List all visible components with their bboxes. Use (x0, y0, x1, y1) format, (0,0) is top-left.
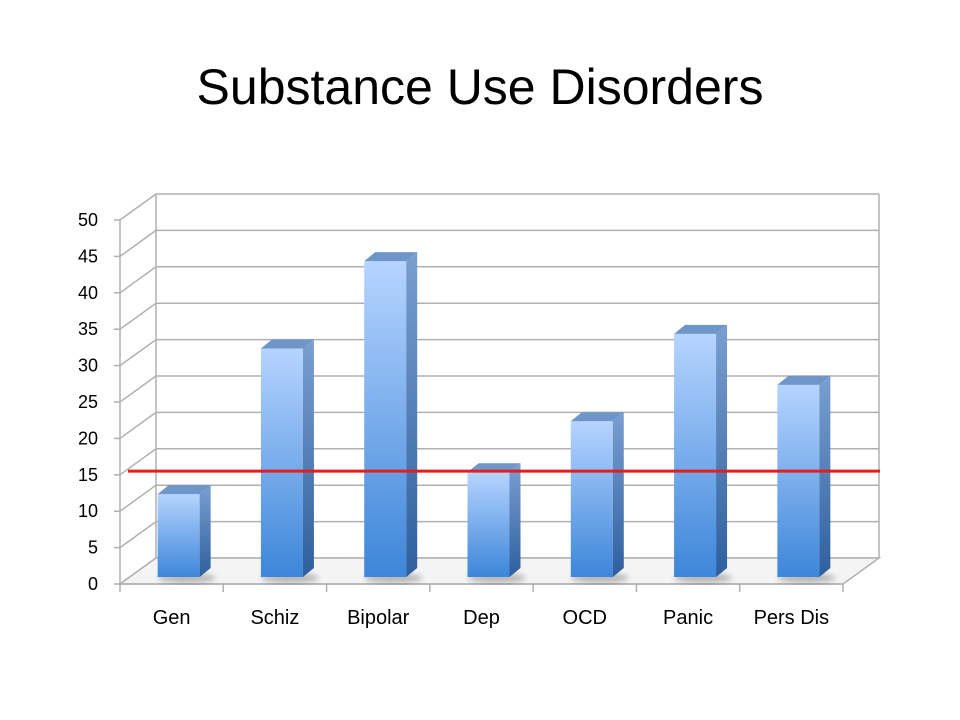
y-tick-label: 45 (78, 246, 98, 266)
chart-title: Substance Use Disorders (196, 59, 764, 115)
bar-side (612, 412, 624, 577)
gridline (119, 338, 879, 367)
bar (157, 485, 216, 583)
bar (777, 375, 836, 583)
y-tick-label: 5 (88, 538, 98, 558)
bar-side (716, 324, 728, 577)
bar-front (364, 261, 407, 577)
bar-side (302, 339, 314, 577)
x-tick-label: Dep (463, 607, 500, 629)
x-tick-label: Schiz (250, 607, 299, 629)
bars (157, 252, 836, 583)
bar-front (777, 384, 820, 577)
bar-top (260, 339, 314, 349)
y-tick-label: 35 (78, 319, 98, 339)
x-tick-label: Gen (153, 607, 191, 629)
bar (467, 463, 526, 583)
y-tick-label: 25 (78, 392, 98, 412)
bar-front (260, 348, 303, 577)
gridline (119, 375, 879, 403)
gridline (119, 411, 879, 440)
bar-side (199, 485, 211, 577)
bar-side (509, 463, 521, 577)
gridline (119, 266, 879, 294)
y-tick-label: 0 (88, 574, 98, 594)
bar-side (819, 375, 831, 577)
y-tick-label: 20 (78, 428, 98, 448)
x-tick-label: Panic (663, 607, 713, 629)
labels: 0 5 10 15 20 25 30 35 40 45 50 Gen Schiz Bipolar Dep OC… (78, 210, 829, 629)
bar-front (570, 421, 613, 577)
gridline (119, 229, 879, 258)
x-tick-label: Bipolar (347, 607, 410, 629)
bar (364, 252, 423, 583)
bar-top (157, 485, 211, 495)
bar (674, 324, 733, 583)
x-tick-label: OCD (563, 607, 607, 629)
bar (570, 412, 629, 583)
gridline (119, 193, 879, 221)
gridline (119, 302, 879, 330)
y-tick-label: 50 (78, 210, 98, 230)
bar (260, 339, 319, 583)
y-tick-label: 10 (78, 501, 98, 521)
x-tick-label: Pers Dis (754, 607, 830, 629)
bar-side (406, 252, 418, 577)
y-tick-label: 30 (78, 356, 98, 376)
bar-front (467, 472, 510, 577)
bar-top (570, 412, 624, 422)
bar-front (157, 494, 200, 577)
bar-top (777, 375, 831, 385)
bar-top (674, 324, 728, 334)
bar-front (674, 333, 717, 577)
y-tick-label: 40 (78, 283, 98, 303)
bar-top (364, 252, 418, 262)
y-tick-label: 15 (78, 465, 98, 485)
